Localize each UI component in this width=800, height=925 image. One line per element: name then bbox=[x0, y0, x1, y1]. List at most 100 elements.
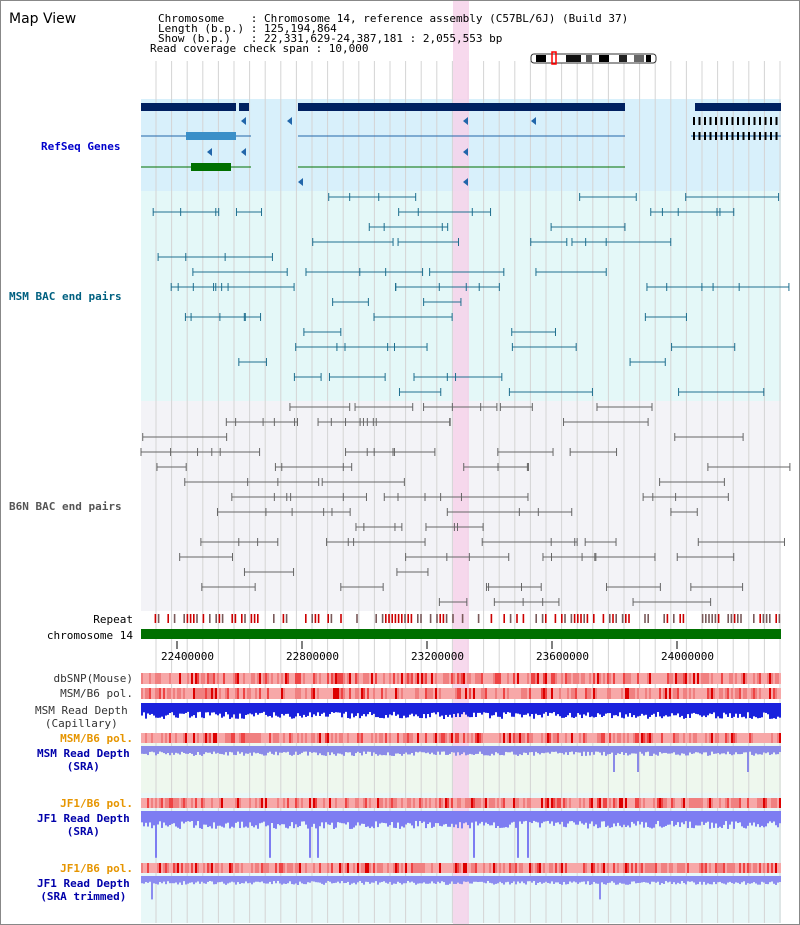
jf1-b6-pol-mark bbox=[447, 798, 449, 808]
msm-depth-capillary-bar bbox=[351, 703, 353, 714]
msm-b6-pol2-mark bbox=[445, 733, 447, 743]
msm-b6-pol2-mark bbox=[485, 733, 487, 743]
msm-b6-pol-mark bbox=[617, 688, 619, 699]
msm-depth-sra-bar bbox=[641, 746, 643, 754]
jf1-b6-pol2-mark bbox=[669, 863, 671, 873]
msm-b6-pol-mark bbox=[597, 688, 599, 699]
jf1-b6-pol2-mark bbox=[345, 863, 347, 873]
exon-tick bbox=[704, 132, 706, 140]
jf1-b6-pol-mark bbox=[171, 798, 173, 808]
jf1-b6-pol-mark bbox=[507, 798, 509, 808]
jf1-depth-sra-bar bbox=[309, 811, 311, 858]
jf1-b6-pol2-mark bbox=[305, 863, 307, 873]
msm-depth-sra-bar bbox=[387, 746, 389, 753]
msm-b6-pol-mark bbox=[671, 688, 673, 699]
jf1-b6-pol-mark bbox=[411, 798, 413, 808]
dbsnp-mark bbox=[589, 673, 591, 684]
repeat-mark bbox=[583, 614, 585, 623]
msm-b6-pol-mark bbox=[359, 688, 361, 699]
jf1-b6-pol2-mark bbox=[185, 863, 187, 873]
msm-b6-pol-mark bbox=[421, 688, 423, 699]
jf1-depth-trim-bar bbox=[775, 876, 777, 885]
jf1-b6-pol2-mark bbox=[523, 863, 525, 873]
msm-b6-pol-mark bbox=[401, 688, 403, 699]
track-label-repeat: Repeat bbox=[93, 613, 133, 626]
jf1-b6-pol-mark bbox=[345, 798, 347, 808]
dbsnp-mark bbox=[519, 673, 521, 684]
dbsnp-mark bbox=[765, 673, 767, 684]
jf1-depth-trim-bar bbox=[255, 876, 257, 882]
jf1-b6-pol2-mark bbox=[301, 863, 303, 873]
msm-depth-sra-bar bbox=[609, 746, 611, 754]
jf1-depth-sra-bar bbox=[563, 811, 565, 827]
jf1-depth-sra-bar bbox=[483, 811, 485, 826]
jf1-depth-trim-bar bbox=[417, 876, 419, 884]
jf1-depth-trim-bar bbox=[291, 876, 293, 885]
repeat-mark bbox=[573, 614, 576, 623]
dbsnp-mark bbox=[605, 673, 607, 684]
jf1-b6-pol-mark bbox=[445, 798, 447, 808]
jf1-b6-pol2-mark bbox=[209, 863, 211, 873]
jf1-depth-sra-bar bbox=[519, 811, 521, 822]
dbsnp-mark bbox=[217, 673, 219, 684]
jf1-depth-trim-bar bbox=[529, 876, 531, 882]
jf1-b6-pol2-mark bbox=[743, 863, 745, 873]
jf1-depth-sra-bar bbox=[181, 811, 183, 822]
dbsnp-mark bbox=[179, 673, 181, 684]
axis-tick-label: 24000000 bbox=[661, 650, 714, 663]
msm-depth-capillary-bar bbox=[379, 703, 381, 718]
jf1-depth-trim-bar bbox=[679, 876, 681, 884]
msm-depth-sra-bar bbox=[231, 746, 233, 753]
jf1-b6-pol2-mark bbox=[181, 863, 183, 873]
msm-b6-pol2-mark bbox=[355, 733, 357, 743]
jf1-depth-sra-bar bbox=[437, 811, 439, 824]
jf1-b6-pol2-mark bbox=[231, 863, 233, 873]
jf1-depth-trim-bar bbox=[739, 876, 741, 885]
msm-depth-sra-bar bbox=[517, 746, 519, 756]
jf1-b6-pol2-mark bbox=[371, 863, 373, 873]
jf1-b6-pol-mark bbox=[303, 798, 305, 808]
msm-b6-pol-mark bbox=[147, 688, 149, 699]
jf1-b6-pol-mark bbox=[449, 798, 451, 808]
msm-b6-pol-mark bbox=[449, 688, 451, 699]
msm-b6-pol2-mark bbox=[447, 733, 449, 743]
jf1-depth-trim-bar bbox=[503, 876, 505, 885]
msm-b6-pol-mark bbox=[249, 688, 251, 699]
msm-depth-capillary-bar bbox=[777, 703, 779, 717]
msm-depth-sra-bar bbox=[337, 746, 339, 754]
msm-depth-sra-bar bbox=[495, 746, 497, 753]
msm-b6-pol2-mark bbox=[641, 733, 643, 743]
jf1-depth-trim-bar bbox=[239, 876, 241, 884]
dbsnp-mark bbox=[721, 673, 723, 684]
msm-b6-pol-mark bbox=[315, 688, 317, 699]
msm-b6-pol-mark bbox=[635, 688, 637, 699]
msm-b6-pol-mark bbox=[701, 688, 703, 699]
jf1-b6-pol-mark bbox=[281, 798, 283, 808]
repeat-mark bbox=[778, 614, 781, 623]
msm-depth-sra-bar bbox=[513, 746, 515, 755]
jf1-depth-trim-bar bbox=[693, 876, 695, 883]
repeat-mark bbox=[612, 614, 614, 623]
jf1-depth-sra-bar bbox=[409, 811, 411, 824]
msm-depth-sra-bar bbox=[357, 746, 359, 752]
dbsnp-mark bbox=[501, 673, 503, 684]
msm-b6-pol2-mark bbox=[567, 733, 569, 743]
msm-depth-sra-bar bbox=[369, 746, 371, 752]
msm-b6-pol2-mark bbox=[395, 733, 397, 743]
msm-b6-pol-mark bbox=[619, 688, 621, 699]
msm-depth-capillary-bar bbox=[323, 703, 325, 713]
repeat-mark bbox=[769, 614, 771, 623]
msm-depth-capillary-bar bbox=[173, 703, 175, 716]
msm-b6-pol2-mark bbox=[587, 733, 589, 743]
msm-b6-pol-mark bbox=[371, 688, 373, 699]
dbsnp-mark bbox=[221, 673, 223, 684]
msm-b6-pol2-mark bbox=[757, 733, 759, 743]
jf1-b6-pol2-mark bbox=[203, 863, 205, 873]
dbsnp-mark bbox=[181, 673, 183, 684]
jf1-depth-trim-bar bbox=[715, 876, 717, 885]
jf1-depth-sra-bar bbox=[699, 811, 701, 826]
jf1-b6-pol-mark bbox=[263, 798, 265, 808]
dbsnp-mark bbox=[269, 673, 271, 684]
msm-b6-pol2-mark bbox=[227, 733, 229, 743]
